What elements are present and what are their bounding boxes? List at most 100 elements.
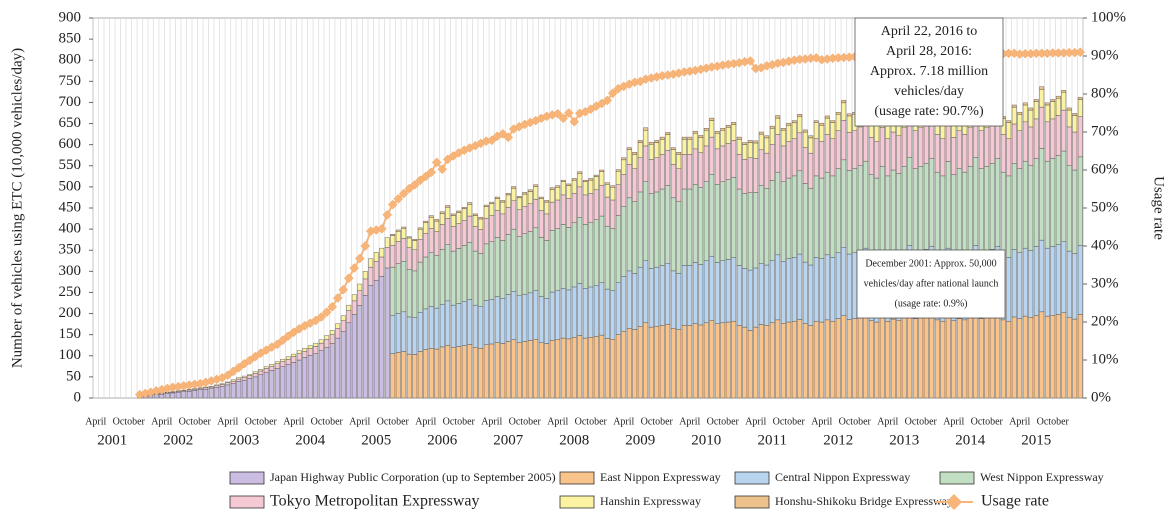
bar-segment — [516, 209, 522, 237]
bar-segment — [423, 233, 429, 258]
bar-segment — [450, 250, 456, 306]
bar-segment — [709, 174, 715, 257]
bar-segment — [643, 322, 649, 399]
bar-segment — [714, 262, 720, 324]
legend-swatch — [229, 495, 265, 509]
bar-segment — [1011, 249, 1017, 318]
bar-segment — [588, 222, 594, 288]
bar-segment — [285, 364, 291, 399]
bar-segment — [808, 152, 814, 189]
usage-marker — [486, 135, 497, 146]
bar-segment — [681, 136, 687, 140]
bar-segment — [593, 176, 599, 191]
bar-segment — [401, 261, 407, 313]
bar-segment — [720, 260, 726, 324]
bar-segment — [208, 386, 214, 389]
bar-segment — [797, 116, 803, 134]
bar-segment — [874, 125, 880, 142]
y-tick-label: 700 — [59, 94, 82, 110]
bar-segment — [511, 291, 517, 340]
bar-segment — [390, 244, 396, 268]
y-tick-label: 650 — [59, 115, 82, 131]
bar-segment — [582, 179, 588, 182]
bar-segment — [313, 353, 319, 399]
bar-segment — [1077, 97, 1083, 100]
bar-segment — [775, 319, 781, 399]
x-tick-label: April — [877, 416, 898, 427]
bar-segment — [1022, 315, 1028, 399]
bar-segment — [599, 171, 605, 186]
bar-segment — [1039, 311, 1045, 399]
bar-segment — [912, 318, 918, 399]
x-tick-label: April — [745, 416, 766, 427]
bar-segment — [566, 289, 572, 340]
bar-segment — [566, 198, 572, 228]
bar-segment — [632, 154, 638, 169]
bar-segment — [351, 314, 357, 399]
bar-segment — [934, 134, 940, 173]
bar-segment — [450, 226, 456, 252]
bar-segment — [1077, 314, 1083, 399]
legend-swatch — [229, 471, 265, 485]
bar-segment — [225, 382, 231, 386]
bar-segment — [252, 371, 258, 374]
bar-segment — [390, 234, 396, 236]
bar-segment — [813, 257, 819, 322]
bar-segment — [1017, 111, 1023, 115]
bar-segment — [610, 290, 616, 340]
bar-segment — [489, 215, 495, 242]
bar-segment — [857, 165, 863, 252]
bar-segment — [989, 163, 995, 250]
x-tick-label: April — [679, 416, 700, 427]
bar-segment — [357, 305, 363, 399]
bar-segment — [846, 319, 852, 399]
bar-segment — [654, 157, 660, 193]
bar-segment — [516, 236, 522, 296]
bar-segment — [676, 201, 682, 274]
bar-segment — [747, 142, 753, 158]
bar-segment — [423, 222, 429, 234]
bar-segment — [824, 134, 830, 173]
bar-segment — [791, 320, 797, 399]
bar-segment — [478, 306, 484, 349]
bar-segment — [406, 353, 412, 399]
bar-segment — [1072, 115, 1078, 133]
bar-segment — [637, 157, 643, 193]
bar-segment — [692, 262, 698, 324]
bar-segment — [698, 135, 704, 138]
bar-segment — [709, 255, 715, 321]
bar-segment — [1072, 169, 1078, 254]
bar-segment — [989, 316, 995, 399]
bar-segment — [467, 202, 473, 205]
bar-segment — [318, 339, 324, 344]
bar-segment — [945, 161, 951, 249]
x-tick-label: October — [839, 416, 872, 427]
usage-marker — [503, 132, 514, 143]
bar-segment — [857, 317, 863, 399]
bar-segment — [1077, 116, 1083, 158]
bar-segment — [593, 189, 599, 220]
usage-marker — [360, 241, 371, 251]
bar-segment — [621, 206, 627, 277]
bar-segment — [428, 215, 434, 218]
bar-segment — [340, 315, 346, 321]
bar-segment — [769, 322, 775, 399]
bar-segment — [428, 306, 434, 349]
bar-segment — [868, 320, 874, 399]
bar-segment — [170, 392, 176, 399]
bar-segment — [731, 124, 737, 141]
y-tick-label: 550 — [59, 157, 82, 173]
bar-segment — [494, 210, 500, 238]
bar-segment — [863, 121, 869, 162]
bar-segment — [901, 127, 907, 167]
bar-segment — [401, 226, 407, 229]
bar-segment — [797, 132, 803, 172]
bar-segment — [544, 240, 550, 299]
bar-segment — [280, 361, 286, 367]
bar-segment — [274, 361, 280, 364]
bar-segment — [648, 141, 654, 145]
bar-segment — [819, 177, 825, 259]
bar-segment — [329, 343, 335, 399]
bar-segment — [626, 164, 632, 199]
bar-segment — [808, 325, 814, 399]
